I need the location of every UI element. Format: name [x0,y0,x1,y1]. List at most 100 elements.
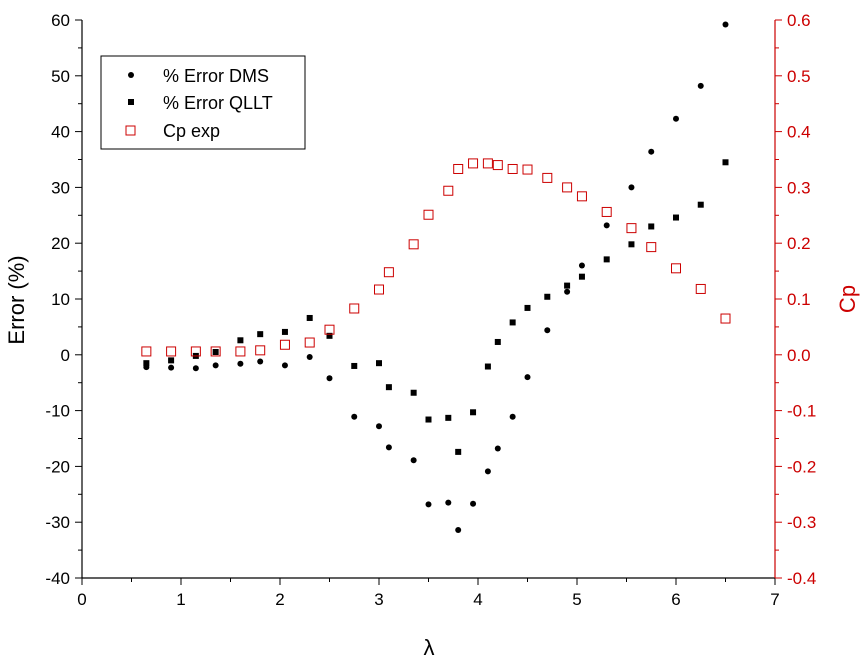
point-cp-exp [324,324,335,335]
y-right-tick-label: -0.2 [787,457,816,476]
y-right-tick-label: 0.0 [787,346,811,365]
point-error-dms [494,445,501,452]
x-tick-label: 5 [572,590,581,609]
point-error-dms [445,499,452,506]
legend-marker-dms [128,72,134,78]
point-error-dms [544,327,551,334]
y-right-tick-label: 0.5 [787,67,811,86]
point-cp-exp [141,346,152,357]
point-error-dms [628,184,635,191]
point-cp-exp [210,346,221,357]
point-error-dms [509,413,516,420]
point-cp-exp [542,172,553,183]
point-error-qllt [578,273,585,280]
point-cp-exp [453,163,464,174]
y-right-tick-label: -0.1 [787,402,816,421]
point-error-qllt [722,159,729,166]
y-left-tick-label: -10 [45,402,70,421]
point-error-dms [168,364,175,371]
point-error-qllt [385,384,392,391]
x-tick-label: 6 [671,590,680,609]
point-error-dms [351,413,358,420]
point-error-dms [212,362,219,369]
y-left-tick-label: -20 [45,457,70,476]
point-cp-exp [374,284,384,295]
point-error-qllt [143,360,150,367]
point-error-qllt [673,214,679,221]
point-error-qllt [544,293,551,300]
point-error-dms [484,468,491,475]
point-cp-exp [601,206,612,217]
point-cp-exp [507,163,518,174]
point-error-dms [722,21,729,28]
point-cp-exp [468,158,479,169]
point-error-qllt [257,331,264,338]
point-cp-exp [522,164,533,175]
point-error-qllt [376,360,382,367]
point-cp-exp [562,182,573,193]
y-right-tick-label: 0.3 [787,178,811,197]
point-cp-exp [349,303,360,314]
point-error-dms [425,501,432,508]
y-left-tick-label: 60 [51,11,70,30]
point-error-qllt [484,363,491,370]
point-error-qllt [425,416,432,423]
y-left-tick-label: -40 [45,569,70,588]
point-error-qllt [648,223,655,230]
y-right-tick-label: -0.3 [787,513,816,532]
legend-label-dms: % Error DMS [163,66,269,86]
point-cp-exp [720,313,731,324]
y-right-tick-label: 0.4 [787,123,811,142]
point-cp-exp [190,346,201,357]
legend-marker-cp [125,125,136,136]
y-left-tick-label: 0 [61,346,70,365]
point-error-dms [603,222,610,229]
point-error-qllt [603,256,610,263]
legend: % Error DMS % Error QLLT Cp exp [100,55,306,150]
y-right-tick-label: 0.2 [787,234,811,253]
point-error-dms [578,262,585,269]
point-error-dms [376,423,382,430]
y-axis-right-title: Cp [835,285,860,313]
y-right-tick-label: 0.1 [787,290,811,309]
point-error-qllt [564,282,571,289]
point-error-dms [673,115,679,122]
y-left-tick-label: 50 [51,67,70,86]
point-error-dms [524,374,531,381]
point-error-qllt [351,362,358,369]
x-tick-label: 2 [275,590,284,609]
point-cp-exp [304,337,315,348]
y-left-tick-label: 30 [51,178,70,197]
point-error-dms [257,358,264,365]
point-cp-exp [671,263,681,274]
point-cp-exp [443,185,454,196]
point-error-qllt [410,389,417,396]
point-cp-exp [383,267,394,278]
legend-label-qllt: % Error QLLT [163,93,273,113]
point-error-dms [326,375,333,382]
point-error-qllt [326,332,333,339]
point-cp-exp [626,223,637,234]
point-cp-exp [695,283,706,294]
point-error-qllt [628,241,635,248]
x-tick-label: 7 [770,590,779,609]
point-error-dms [306,354,313,361]
point-error-qllt [524,304,531,311]
legend-label-cp: Cp exp [163,121,220,141]
point-cp-exp [255,345,266,356]
axes: 0 1 2 3 4 5 6 7 -40 -30 -20 -10 0 10 20 30 40 50 60 -0.4 -0.… [45,11,816,609]
point-error-dms [470,500,477,507]
point-cp-exp [482,158,493,169]
y-axis-left-title: Error (%) [4,255,29,344]
point-error-dms [192,365,199,372]
y-left-tick-label: -30 [45,513,70,532]
point-error-qllt [509,319,516,326]
point-cp-exp [279,339,290,350]
point-cp-exp [423,209,434,220]
point-error-dms [564,288,571,295]
y-left-tick-label: 10 [51,290,70,309]
point-cp-exp [166,346,177,357]
point-error-qllt [494,338,501,345]
point-error-qllt [281,328,288,335]
